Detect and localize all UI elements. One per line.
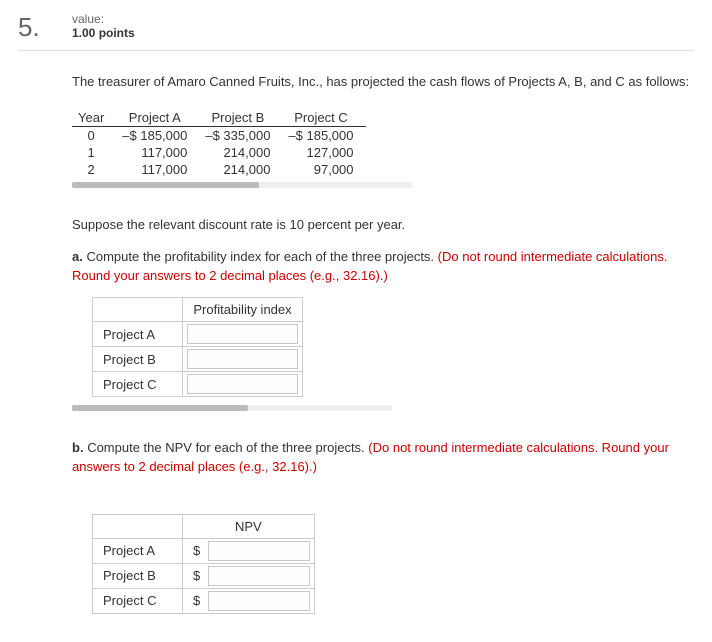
blank-header	[93, 514, 183, 538]
value-label: value:	[72, 12, 135, 26]
cf-header: Year	[72, 109, 116, 127]
cf-header: Project A	[116, 109, 199, 127]
scroll-indicator[interactable]	[72, 405, 392, 411]
discount-rate-text: Suppose the relevant discount rate is 10…	[72, 216, 694, 234]
npv-input-a[interactable]	[208, 541, 310, 561]
question-page: 5. value: 1.00 points The treasurer of A…	[0, 0, 712, 642]
input-cell	[183, 347, 303, 372]
question-number: 5.	[18, 12, 72, 40]
table-row: Project A	[93, 322, 303, 347]
question-content: The treasurer of Amaro Canned Fruits, In…	[72, 73, 694, 614]
part-b: b. Compute the NPV for each of the three…	[72, 439, 694, 475]
table-row: 2 117,000 214,000 97,000	[72, 161, 366, 178]
row-label: Project A	[93, 538, 183, 563]
row-label: Project B	[93, 347, 183, 372]
table-row: Project B $	[93, 563, 315, 588]
question-meta: value: 1.00 points	[72, 12, 135, 40]
currency-prefix: $	[183, 563, 205, 588]
table-row: Project C	[93, 372, 303, 397]
blank-header	[93, 297, 183, 322]
part-a-text: Compute the profitability index for each…	[86, 249, 437, 264]
pi-header: Profitability index	[183, 297, 303, 322]
table-row: Project C $	[93, 588, 315, 613]
part-a: a. Compute the profitability index for e…	[72, 248, 694, 284]
table-row: Project B	[93, 347, 303, 372]
input-cell	[204, 538, 314, 563]
intro-text: The treasurer of Amaro Canned Fruits, In…	[72, 73, 694, 91]
cf-header: Project C	[282, 109, 365, 127]
cashflow-table: Year Project A Project B Project C 0 –$ …	[72, 109, 366, 178]
row-label: Project B	[93, 563, 183, 588]
input-cell	[183, 372, 303, 397]
profitability-index-table: Profitability index Project A Project B	[92, 297, 303, 398]
currency-prefix: $	[183, 588, 205, 613]
npv-header: NPV	[183, 514, 315, 538]
scroll-indicator[interactable]	[72, 182, 412, 188]
row-label: Project C	[93, 372, 183, 397]
pi-input-a[interactable]	[187, 324, 298, 344]
points-value: 1.00 points	[72, 26, 135, 40]
table-row: 0 –$ 185,000 –$ 335,000 –$ 185,000	[72, 127, 366, 145]
table-row: 1 117,000 214,000 127,000	[72, 144, 366, 161]
cf-header: Project B	[199, 109, 282, 127]
part-letter: b.	[72, 440, 84, 455]
npv-input-c[interactable]	[208, 591, 310, 611]
part-b-text: Compute the NPV for each of the three pr…	[87, 440, 368, 455]
currency-prefix: $	[183, 538, 205, 563]
question-header: 5. value: 1.00 points	[18, 12, 694, 51]
table-row: Project A $	[93, 538, 315, 563]
npv-table: NPV Project A $ Project B $	[92, 514, 315, 614]
pi-input-b[interactable]	[187, 349, 298, 369]
npv-input-b[interactable]	[208, 566, 310, 586]
input-cell	[183, 322, 303, 347]
row-label: Project A	[93, 322, 183, 347]
input-cell	[204, 563, 314, 588]
pi-input-c[interactable]	[187, 374, 298, 394]
input-cell	[204, 588, 314, 613]
row-label: Project C	[93, 588, 183, 613]
part-letter: a.	[72, 249, 83, 264]
